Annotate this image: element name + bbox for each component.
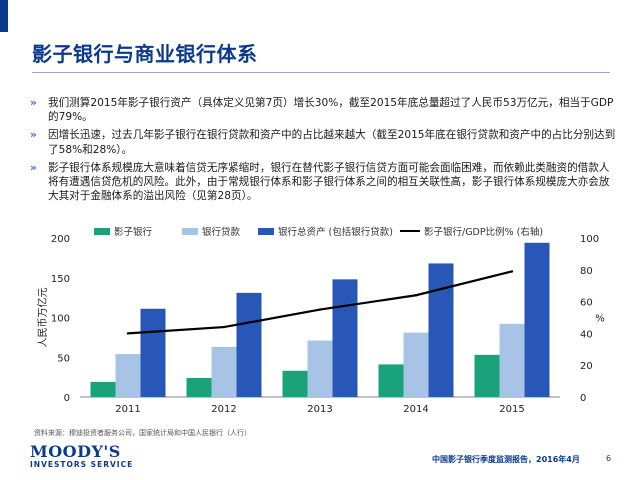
moodys-logo: MOODY'S INVESTORS SERVICE bbox=[30, 444, 133, 470]
y-tick-label: 150 bbox=[51, 274, 70, 285]
x-tick-label: 2015 bbox=[499, 404, 524, 415]
y2-tick-label: 0 bbox=[580, 393, 586, 404]
bar-1-2012 bbox=[211, 346, 237, 397]
legend-label: 影子银行/GDP比例% (右轴) bbox=[424, 227, 544, 238]
report-title: 中国影子银行季度监测报告，2016年4月 bbox=[432, 455, 580, 464]
legend-label: 银行贷款 bbox=[202, 227, 241, 238]
bullet-text: 我们测算2015年影子银行资产（具体定义见第7页）增长30%，截至2015年底总… bbox=[48, 97, 614, 124]
legend-line-swatch bbox=[400, 230, 420, 232]
legend-item-bank-loans: 银行贷款 bbox=[182, 224, 240, 238]
bullet-item: » 因增长迅速，过去几年影子银行在银行贷款和资产中的占比越来越大（截至2015年… bbox=[30, 128, 620, 156]
page-number: 6 bbox=[606, 454, 612, 463]
gdp-ratio-point bbox=[318, 308, 322, 311]
bar-2-2014 bbox=[428, 263, 454, 397]
bar-1-2015 bbox=[499, 323, 525, 397]
y2-axis-title: % bbox=[595, 314, 605, 325]
y-axis-title: 人民币万亿元 bbox=[36, 288, 49, 348]
legend-item-gdp-ratio: 影子银行/GDP比例% (右轴) bbox=[400, 224, 543, 238]
bar-1-2014 bbox=[403, 332, 429, 397]
legend-item-shadow-banking: 影子银行 bbox=[94, 224, 152, 238]
bullet-marker: » bbox=[30, 161, 37, 174]
bar-0-2012 bbox=[186, 377, 212, 397]
bullet-list: » 我们测算2015年影子银行资产（具体定义见第7页）增长30%，截至2015年… bbox=[30, 96, 620, 207]
legend-swatch-loans bbox=[182, 227, 198, 235]
x-tick-label: 2013 bbox=[307, 404, 332, 415]
bar-2-2012 bbox=[236, 292, 262, 397]
bar-1-2013 bbox=[307, 340, 333, 397]
gdp-ratio-point bbox=[510, 270, 514, 273]
y2-tick-label: 60 bbox=[580, 298, 593, 309]
page-title: 影子银行与商业银行体系 bbox=[32, 42, 258, 66]
bar-0-2015 bbox=[474, 354, 500, 397]
y2-tick-label: 20 bbox=[580, 361, 593, 372]
source-note: 资料来源：穆迪投资者服务公司，国家统计局和中国人民银行（人行） bbox=[34, 429, 251, 437]
bar-2-2013 bbox=[332, 279, 358, 397]
bar-0-2013 bbox=[282, 370, 308, 397]
top-accent-bar bbox=[0, 0, 8, 32]
y-tick-label: 50 bbox=[57, 353, 70, 364]
x-tick-label: 2012 bbox=[211, 404, 236, 415]
bullet-item: » 我们测算2015年影子银行资产（具体定义见第7页）增长30%，截至2015年… bbox=[30, 96, 620, 124]
title-divider bbox=[32, 72, 610, 73]
y2-tick-label: 100 bbox=[580, 234, 599, 245]
top-bar bbox=[0, 0, 640, 32]
y-tick-label: 0 bbox=[64, 393, 70, 404]
bar-0-2014 bbox=[378, 364, 404, 397]
bullet-marker: » bbox=[30, 129, 37, 142]
logo-brand: MOODY'S bbox=[30, 442, 121, 461]
legend-swatch-shadow bbox=[94, 227, 110, 235]
bullet-text: 因增长迅速，过去几年影子银行在银行贷款和资产中的占比越来越大（截至2015年底在… bbox=[48, 129, 616, 156]
gdp-ratio-point bbox=[222, 325, 226, 329]
y-tick-label: 100 bbox=[51, 314, 70, 325]
legend-label: 银行总资产 (包括银行贷款) bbox=[278, 227, 393, 238]
bullet-text: 影子银行体系规模庞大意味着信贷无序紧缩时，银行在替代影子银行信贷方面可能会面临困… bbox=[48, 161, 610, 203]
gdp-ratio-point bbox=[126, 332, 130, 335]
y2-tick-label: 40 bbox=[580, 329, 593, 340]
legend-swatch-assets bbox=[258, 227, 274, 235]
bullet-item: » 影子银行体系规模庞大意味着信贷无序紧缩时，银行在替代影子银行信贷方面可能会面… bbox=[30, 161, 620, 204]
x-tick-label: 2014 bbox=[403, 404, 428, 415]
y-tick-label: 200 bbox=[51, 234, 70, 245]
bar-2-2015 bbox=[524, 242, 550, 397]
bar-2-2011 bbox=[140, 308, 166, 397]
gdp-ratio-line bbox=[127, 270, 513, 335]
logo-subtitle: INVESTORS SERVICE bbox=[30, 460, 134, 469]
gdp-ratio-point bbox=[414, 294, 418, 297]
y2-tick-label: 80 bbox=[580, 266, 593, 277]
bar-1-2011 bbox=[115, 354, 141, 397]
x-tick-label: 2011 bbox=[115, 404, 140, 415]
bullet-marker: » bbox=[30, 97, 37, 109]
legend-label: 影子银行 bbox=[114, 227, 153, 238]
legend-item-bank-assets: 银行总资产 (包括银行贷款) bbox=[258, 224, 393, 238]
bar-0-2011 bbox=[90, 381, 116, 397]
